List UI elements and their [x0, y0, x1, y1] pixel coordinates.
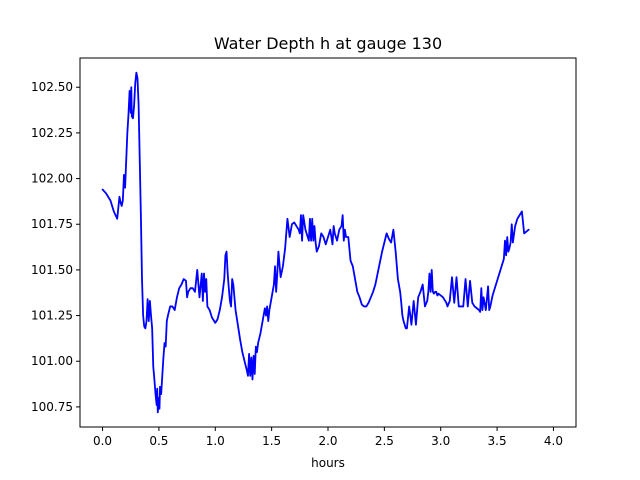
x-tick-label: 1.0	[206, 434, 225, 448]
chart-title: Water Depth h at gauge 130	[214, 34, 442, 53]
x-axis: 0.0 0.5 1.0 1.5 2.0 2.5 3.0 3.5 4.0	[93, 427, 563, 448]
x-tick-label: 0.5	[149, 434, 168, 448]
series-line-water-depth	[101, 71, 530, 414]
y-tick-label: 102.00	[31, 172, 73, 186]
y-tick-label: 100.75	[31, 400, 73, 414]
x-tick-label: 2.5	[375, 434, 394, 448]
x-tick-label: 0.0	[93, 434, 112, 448]
x-tick-label: 3.5	[488, 434, 507, 448]
x-tick-label: 4.0	[544, 434, 563, 448]
x-axis-label: hours	[311, 456, 345, 470]
x-tick-label: 3.0	[431, 434, 450, 448]
y-tick-label: 101.00	[31, 354, 73, 368]
y-axis: 100.75 101.00 101.25 101.50 101.75 102.00 102.…	[31, 80, 80, 414]
y-tick-label: 102.50	[31, 80, 73, 94]
plot-area	[101, 71, 530, 414]
y-tick-label: 101.25	[31, 309, 73, 323]
x-tick-label: 1.5	[262, 434, 281, 448]
y-tick-label: 101.50	[31, 263, 73, 277]
x-tick-label: 2.0	[318, 434, 337, 448]
y-tick-label: 101.75	[31, 217, 73, 231]
y-tick-label: 102.25	[31, 126, 73, 140]
